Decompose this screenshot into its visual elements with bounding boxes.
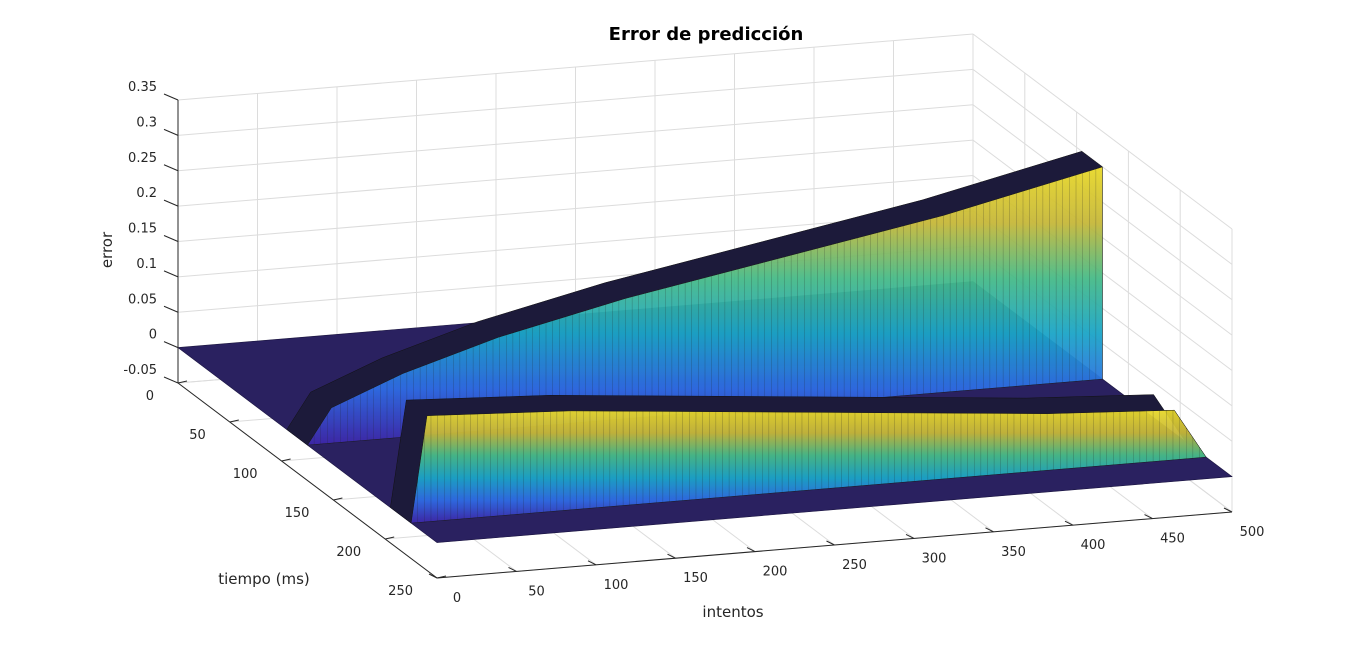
z-tick-label: 0.3 (136, 115, 157, 130)
y-tick-label: 150 (285, 506, 310, 521)
z-tick (163, 235, 179, 242)
x-tick (428, 573, 438, 579)
x-tick (1144, 514, 1153, 520)
y-axis-line (177, 382, 438, 579)
x-tick-label: 50 (528, 584, 545, 599)
z-axis-label: error (98, 231, 116, 268)
surface (177, 151, 1233, 543)
x-tick (508, 566, 517, 572)
y-tick (281, 458, 291, 462)
grid-line (972, 33, 1233, 230)
z-tick-label: 0.1 (136, 257, 157, 272)
x-tick (905, 533, 915, 539)
z-tick (163, 341, 179, 349)
y-tick-label: 100 (233, 467, 258, 482)
x-tick-label: 150 (683, 571, 708, 586)
y-tick-label: 200 (336, 545, 361, 560)
z-tick-label: 0.2 (136, 186, 157, 201)
x-tick-label: 100 (604, 578, 629, 593)
y-tick (229, 419, 239, 423)
z-tick (163, 270, 179, 278)
x-tick (587, 560, 597, 566)
y-tick (436, 575, 447, 579)
x-axis-label: intentos (702, 603, 763, 621)
x-tick (985, 527, 994, 533)
x-tick-label: 200 (763, 565, 788, 580)
z-tick (163, 164, 179, 172)
chart-title: Error de predicción (609, 24, 804, 45)
z-tick-label: -0.05 (123, 363, 157, 378)
x-tick-label: 500 (1240, 525, 1265, 540)
x-tick (1064, 520, 1074, 526)
x-tick-label: 250 (842, 558, 867, 573)
z-tick (163, 93, 179, 101)
z-tick-label: 0.25 (128, 151, 157, 166)
x-tick-label: 400 (1081, 538, 1106, 553)
y-tick-label: 0 (146, 389, 154, 404)
x-tick (826, 540, 835, 546)
x-tick-label: 0 (453, 591, 461, 606)
x-tick (667, 553, 676, 559)
y-tick (333, 497, 343, 501)
axes (163, 93, 1233, 579)
z-tick-label: 0.15 (128, 222, 157, 237)
z-tick (163, 128, 179, 136)
z-tick (163, 199, 179, 207)
x-tick-label: 300 (922, 551, 947, 566)
y-tick-label: 50 (189, 428, 206, 443)
tick-labels: 0 50 100 150 200 250 300 350 400 450 500 0 50 100 150 2… (123, 80, 1264, 606)
z-tick-label: 0 (149, 328, 157, 343)
y-tick (385, 536, 395, 540)
x-tick-label: 350 (1001, 545, 1026, 560)
y-tick-label: 250 (388, 584, 413, 599)
y-tick (177, 380, 188, 384)
x-tick (746, 547, 756, 553)
z-tick (163, 305, 179, 313)
z-tick-label: 0.35 (128, 80, 157, 95)
x-tick-label: 450 (1160, 532, 1185, 547)
y-axis-label: tiempo (ms) (218, 570, 310, 588)
x-tick (1223, 507, 1233, 513)
z-tick-label: 0.05 (128, 292, 157, 307)
z-tick (163, 376, 179, 384)
